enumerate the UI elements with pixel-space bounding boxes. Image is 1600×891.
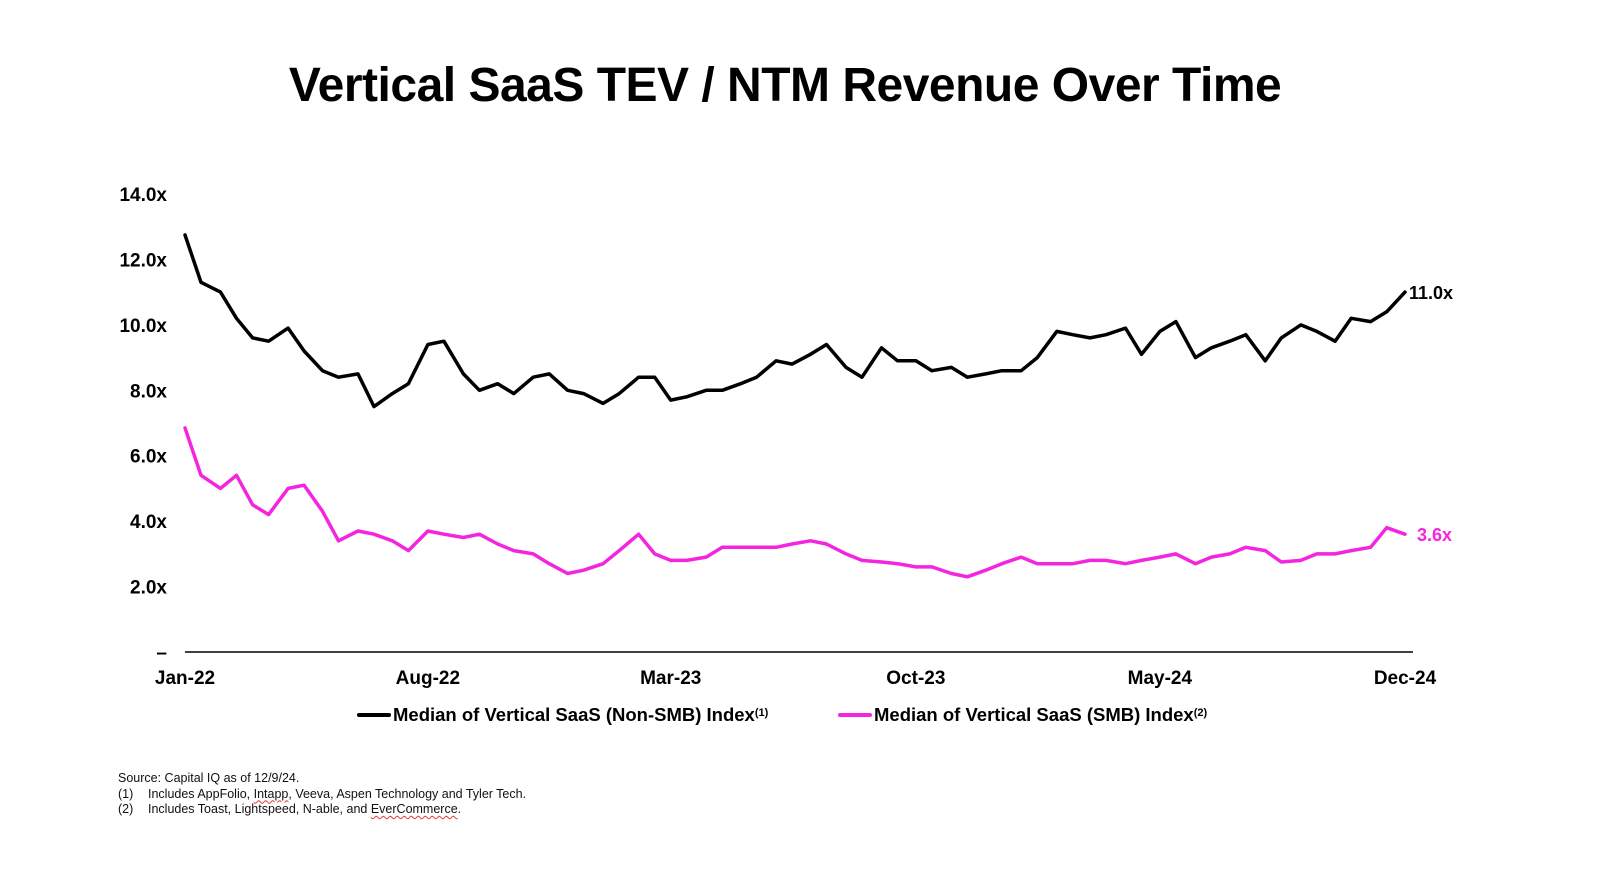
y-tick-label: – [156, 643, 167, 664]
legend-item-smb: Median of Vertical SaaS (SMB) Index (2) [838, 704, 1207, 726]
x-tick-label: Dec-24 [1374, 668, 1437, 689]
footnote-text: . [457, 802, 462, 816]
y-tick-label: 14.0x [119, 185, 167, 206]
x-tick-label: Aug-22 [396, 668, 460, 689]
y-tick-label: 8.0x [130, 381, 167, 402]
y-tick-label: 12.0x [119, 250, 167, 271]
end-value-label: 3.6x [1417, 525, 1452, 545]
legend-footnote-ref: (1) [754, 707, 769, 719]
footnote-text: Includes AppFolio, [148, 786, 254, 801]
y-tick-label: 6.0x [130, 447, 167, 468]
footnote-number: (2) [118, 802, 134, 816]
footnote-text-flagged: EverCommerce [370, 802, 458, 816]
footnote-2: (2) Includes Toast, Lightspeed, N-able, a… [118, 802, 526, 818]
series-line-non-smb [183, 233, 1407, 409]
legend-item-non-smb: Median of Vertical SaaS (Non-SMB) Index(… [357, 704, 768, 726]
legend-swatch-non-smb [357, 713, 391, 717]
x-tick-label: Jan-22 [155, 668, 215, 689]
series-line-smb [183, 426, 1407, 579]
y-tick-label: 4.0x [130, 512, 167, 533]
footnote-text: Includes Toast, Lightspeed, N-able, and [148, 802, 371, 816]
x-tick-label: May-24 [1128, 668, 1193, 689]
footnote-number: (1) [118, 786, 134, 801]
legend-label-smb: Median of Vertical SaaS (SMB) Index [874, 704, 1194, 725]
end-value-label: 11.0x [1409, 283, 1453, 303]
footnote-text: , Veeva, Aspen Technology and Tyler Tech… [288, 786, 527, 801]
legend-swatch-smb [838, 713, 872, 717]
legend-footnote-ref: (2) [1193, 707, 1208, 719]
chart-title: Vertical SaaS TEV / NTM Revenue Over Tim… [288, 59, 1282, 112]
y-tick-label: 2.0x [130, 578, 167, 599]
footnote-1: (1) Includes AppFolio, Intapp, Veeva, Asp… [118, 787, 526, 803]
source-note: Source: Capital IQ as of 12/9/24. [118, 771, 300, 785]
legend-label-non-smb: Median of Vertical SaaS (Non-SMB) Index [393, 704, 755, 725]
y-tick-label: 10.0x [119, 316, 167, 337]
x-tick-label: Mar-23 [640, 668, 701, 689]
legend: Median of Vertical SaaS (Non-SMB) Index(… [0, 704, 1600, 728]
footnotes: Source: Capital IQ as of 12/9/24. (1) Inc… [118, 771, 526, 818]
footnote-text-flagged: Intapp [253, 786, 289, 801]
x-tick-label: Oct-23 [886, 668, 945, 689]
